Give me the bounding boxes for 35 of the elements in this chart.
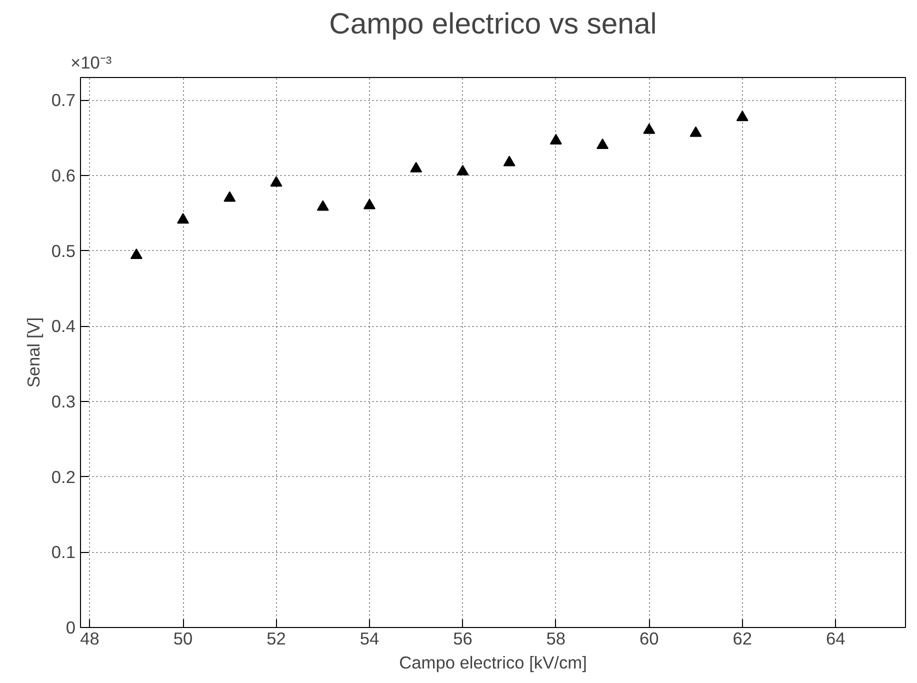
point [316, 200, 329, 211]
point [224, 191, 236, 202]
y-tick-label: 0.4 [51, 316, 76, 336]
y-axis-title: Senal [V] [23, 317, 44, 388]
y-tick-label: 0.6 [51, 165, 76, 186]
point [363, 198, 376, 210]
point [690, 126, 702, 137]
y-tick-label: 0.5 [51, 240, 76, 261]
point [550, 134, 562, 144]
y-tick-label: 0.7 [51, 90, 76, 110]
x-tick-label: 58 [546, 628, 566, 648]
y-tick-label: 0.3 [51, 391, 76, 412]
x-axis-title: Campo electrico [kV/cm] [399, 652, 587, 672]
point [177, 213, 190, 224]
x-tick-label: 48 [80, 628, 100, 648]
point [596, 138, 609, 149]
x-tick-label: 50 [173, 628, 193, 648]
point [130, 248, 142, 259]
x-tick-label: 60 [640, 628, 659, 648]
x-tick-label: 62 [732, 628, 752, 648]
point [456, 164, 469, 176]
point [410, 162, 422, 172]
point [270, 176, 282, 187]
chart-title: Campo electrico vs senal [329, 8, 657, 40]
y-tick-label: 0.2 [51, 466, 76, 487]
text: ×10⁻³ [70, 52, 112, 72]
x-tick-label: 54 [360, 628, 380, 648]
x-tick-label: 52 [266, 628, 286, 648]
point [503, 156, 516, 166]
point [643, 123, 656, 134]
y-tick-label: 0.1 [51, 542, 76, 562]
x-tick-label: 56 [453, 628, 472, 648]
y-tick-label: 0 [66, 618, 76, 638]
x-tick-label: 64 [826, 628, 846, 648]
point [736, 110, 748, 122]
